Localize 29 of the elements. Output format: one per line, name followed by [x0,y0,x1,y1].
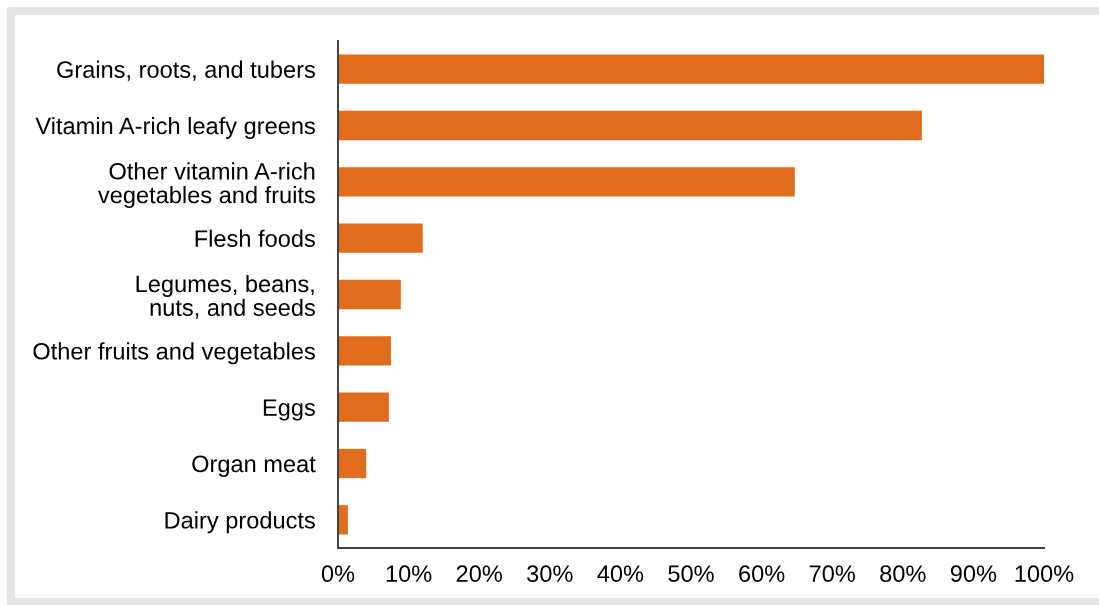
x-tick-label: 10% [386,565,432,583]
y-tick-label: Other fruits and vegetables [33,342,315,365]
x-tick-label: 100% [1015,565,1074,583]
y-tick-label: Vitamin A-rich leafy greens [35,116,315,139]
x-tick-label: 90% [950,565,997,583]
y-tick-label: Eggs [263,399,315,421]
bar [338,392,389,422]
y-tick-label: Dairy products [165,511,315,534]
bar [338,448,367,479]
bar [338,110,922,141]
x-tick-label: 20% [456,565,502,583]
bar [338,505,348,535]
y-tick-label: Other vitamin A-rich vegetables and fruits [97,162,315,208]
x-tick-label: 40% [597,565,644,583]
x-tick-label: 80% [880,565,926,583]
y-tick-label: Grains, roots, and tubers [57,60,315,81]
y-tick-label: Legumes, beans, nuts, and seeds [136,274,315,319]
y-tick-label: Organ meat [192,455,316,477]
bar [338,167,795,197]
bar [338,54,1044,84]
x-tick-label: 50% [668,565,714,583]
x-tick-label: 0% [321,565,355,583]
x-tick-label: 60% [739,565,785,583]
bar [338,223,423,253]
x-tick-label: 30% [527,565,573,583]
bar [338,336,391,366]
x-tick-label: 70% [809,565,855,583]
bar [338,279,401,310]
y-tick-label: Flesh foods [195,229,315,247]
